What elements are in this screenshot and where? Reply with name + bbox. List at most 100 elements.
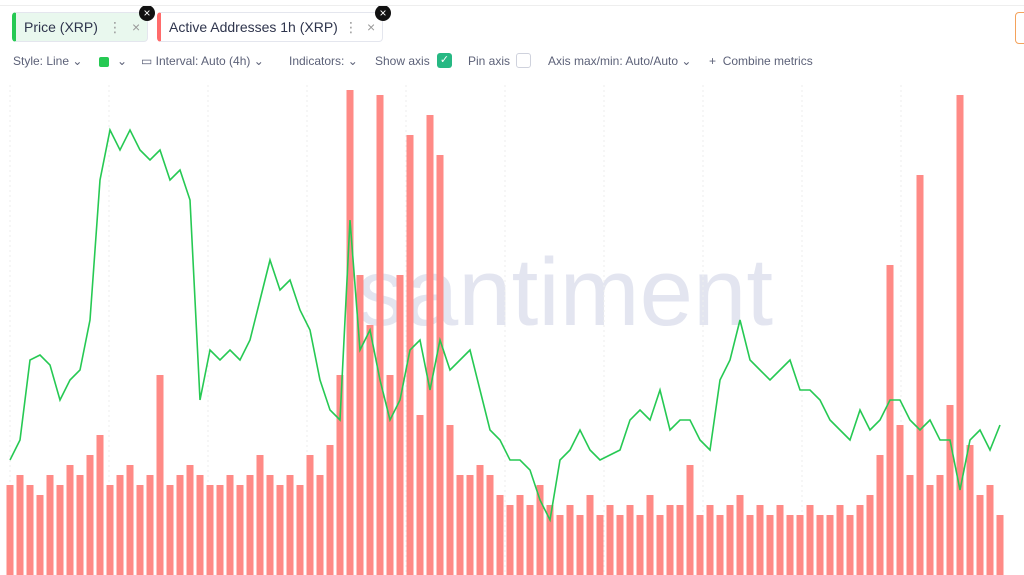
bar <box>16 475 24 575</box>
bar <box>916 175 924 575</box>
bar <box>636 515 644 575</box>
checkbox[interactable]: ✓ <box>437 53 452 68</box>
bar <box>216 485 224 575</box>
label: Axis max/min: Auto/Auto <box>548 54 679 68</box>
bar <box>346 90 354 575</box>
menu[interactable]: ⋮ <box>108 19 122 35</box>
bar <box>976 495 984 575</box>
bar <box>146 475 154 575</box>
bar <box>906 475 914 575</box>
bar <box>36 495 44 575</box>
bar <box>496 495 504 575</box>
bar <box>46 475 54 575</box>
checkbox[interactable] <box>516 53 531 68</box>
close[interactable]: × <box>367 19 376 35</box>
bar <box>466 475 474 575</box>
bar <box>936 475 944 575</box>
bar <box>526 505 534 575</box>
bar <box>766 515 774 575</box>
bar <box>426 115 434 575</box>
bar <box>666 505 674 575</box>
bar <box>806 505 814 575</box>
bar <box>166 485 174 575</box>
bar <box>196 475 204 575</box>
bar <box>696 515 704 575</box>
tab-label: Price (XRP) <box>24 19 98 35</box>
bar <box>516 495 524 575</box>
close[interactable]: × <box>132 19 141 35</box>
bar <box>966 445 974 575</box>
label: Style: Line <box>13 54 70 68</box>
bar <box>606 505 614 575</box>
bar <box>106 485 114 575</box>
show-axis[interactable]: Show axis <box>375 54 430 68</box>
bar <box>856 505 864 575</box>
arrow: ⌄ <box>117 54 128 68</box>
bar <box>336 375 344 575</box>
bar <box>676 505 684 575</box>
pin-axis[interactable]: Pin axis <box>468 54 510 68</box>
bar <box>286 475 294 575</box>
bar <box>406 135 414 575</box>
tab-label: Active Addresses 1h (XRP) <box>169 19 338 35</box>
bar <box>946 405 954 575</box>
axis-range[interactable]: Axis max/min: Auto/Auto ⌄ <box>548 54 692 68</box>
color-select[interactable] <box>99 57 109 67</box>
remove[interactable]: × <box>375 5 391 21</box>
bar <box>366 325 374 575</box>
label: Show axis <box>375 54 430 68</box>
tab[interactable]: Price (XRP) ⋮ × <box>12 12 148 42</box>
bar <box>546 505 554 575</box>
bar <box>6 485 14 575</box>
bar <box>446 425 454 575</box>
bar <box>246 475 254 575</box>
bar <box>536 485 544 575</box>
bar <box>826 515 834 575</box>
bar <box>136 485 144 575</box>
bar <box>716 515 724 575</box>
bar <box>956 95 964 575</box>
button[interactable] <box>1015 12 1024 44</box>
remove[interactable]: × <box>139 5 155 21</box>
interval-select[interactable]: ▭ Interval: Auto (4h) ⌄ <box>141 54 264 68</box>
menu[interactable]: ⋮ <box>344 19 358 35</box>
bar <box>266 475 274 575</box>
bar <box>656 515 664 575</box>
bar <box>96 435 104 575</box>
bar <box>276 485 284 575</box>
bar <box>576 515 584 575</box>
label: Interval: Auto (4h) <box>155 54 251 68</box>
bar <box>896 425 904 575</box>
bar <box>76 475 84 575</box>
bar <box>456 475 464 575</box>
bar <box>586 495 594 575</box>
label: Pin axis <box>468 54 511 68</box>
bar <box>326 445 334 575</box>
bar <box>686 465 694 575</box>
indicators[interactable]: Indicators: ⌄ <box>289 54 358 68</box>
bar <box>66 465 74 575</box>
bar <box>746 515 754 575</box>
bar <box>356 275 364 575</box>
bar <box>986 485 994 575</box>
bar <box>726 505 734 575</box>
price-line <box>9 127 1001 523</box>
bar <box>836 505 844 575</box>
tab[interactable]: Active Addresses 1h (XRP) ⋮ × <box>157 12 383 42</box>
bar <box>376 95 384 575</box>
bar <box>316 475 324 575</box>
bar <box>566 505 574 575</box>
combine[interactable]: + Combine metrics <box>709 54 813 68</box>
bar <box>386 375 394 575</box>
bar <box>706 505 714 575</box>
bar <box>226 475 234 575</box>
style-select[interactable]: Style: Line ⌄ <box>13 54 83 68</box>
bar <box>396 275 404 575</box>
bar <box>256 455 264 575</box>
bar <box>56 485 64 575</box>
bar <box>186 465 194 575</box>
bar <box>756 505 764 575</box>
bar <box>596 515 604 575</box>
